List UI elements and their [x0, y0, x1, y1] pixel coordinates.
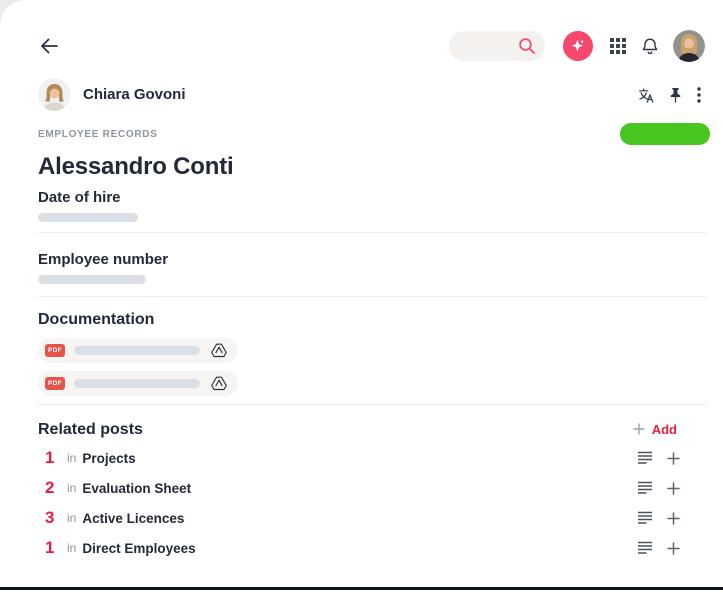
related-post-count: 1 — [45, 538, 55, 557]
back-button[interactable] — [38, 35, 60, 57]
field-value-placeholder[interactable] — [38, 213, 138, 222]
add-post-to-list-icon[interactable] — [667, 541, 680, 555]
top-bar — [38, 30, 723, 62]
pushpin-icon — [669, 87, 682, 103]
translate-icon — [638, 87, 654, 103]
pdf-badge: PDF — [45, 344, 65, 357]
related-posts-header: Related posts Add — [38, 420, 723, 438]
add-related-post-button[interactable]: Add — [633, 422, 677, 437]
plus-icon — [633, 423, 645, 435]
google-drive-icon — [211, 376, 227, 391]
bell-icon — [641, 37, 659, 56]
author-row: Chiara Govoni — [38, 78, 723, 111]
related-posts-list: 1 in Projects 2 in Evaluation Sheet — [38, 443, 723, 563]
search-input[interactable] — [449, 31, 545, 61]
field-label-date-of-hire: Date of hire — [38, 189, 121, 206]
related-post-preposition: in — [67, 481, 77, 495]
related-post-row[interactable]: 1 in Direct Employees — [38, 533, 723, 563]
document-attachment[interactable]: PDF — [38, 338, 238, 363]
translate-button[interactable] — [638, 87, 654, 103]
document-name-placeholder — [74, 379, 200, 388]
divider — [38, 232, 707, 233]
back-arrow-icon — [38, 35, 60, 57]
related-post-row[interactable]: 3 in Active Licences — [38, 503, 723, 533]
related-post-count: 3 — [45, 508, 55, 527]
related-post-name: Direct Employees — [82, 540, 196, 556]
author-avatar[interactable] — [38, 78, 71, 111]
grid-icon — [610, 38, 626, 54]
related-post-name: Active Licences — [82, 510, 185, 526]
related-post-preposition: in — [67, 451, 77, 465]
related-post-preposition: in — [67, 541, 77, 555]
document-name-placeholder — [74, 346, 200, 355]
assistant-button[interactable] — [563, 31, 593, 61]
related-post-name: Projects — [82, 450, 136, 466]
related-posts-heading: Related posts — [38, 420, 143, 438]
pin-button[interactable] — [669, 87, 682, 103]
pdf-badge: PDF — [45, 377, 65, 390]
page-title: Alessandro Conti — [38, 153, 234, 180]
related-post-row[interactable]: 2 in Evaluation Sheet — [38, 473, 723, 503]
breadcrumb-category: EMPLOYEE RECORDS — [38, 128, 158, 140]
related-post-preposition: in — [67, 511, 77, 525]
divider — [38, 404, 707, 405]
divider — [38, 296, 707, 297]
apps-grid-button[interactable] — [610, 38, 626, 54]
google-drive-icon — [211, 343, 227, 358]
related-post-count: 1 — [45, 448, 55, 467]
add-post-to-list-icon[interactable] — [667, 451, 680, 465]
related-post-name: Evaluation Sheet — [82, 480, 192, 496]
documentation-heading: Documentation — [38, 311, 155, 328]
more-options-button[interactable] — [697, 86, 701, 103]
related-post-count: 2 — [45, 478, 55, 497]
window-bottom-edge — [0, 587, 723, 590]
field-label-employee-number: Employee number — [38, 251, 169, 268]
publish-button[interactable] — [620, 123, 710, 145]
add-post-to-list-icon[interactable] — [667, 511, 680, 525]
notifications-button[interactable] — [641, 37, 659, 56]
add-post-to-list-icon[interactable] — [667, 481, 680, 495]
document-attachment[interactable]: PDF — [38, 371, 238, 396]
search-icon — [518, 37, 536, 55]
related-post-row[interactable]: 1 in Projects — [38, 443, 723, 473]
sparkle-icon — [570, 38, 586, 54]
user-avatar[interactable] — [673, 30, 705, 62]
field-value-placeholder[interactable] — [38, 275, 146, 284]
list-summary-icon[interactable] — [637, 541, 653, 555]
add-label: Add — [651, 421, 677, 437]
list-summary-icon[interactable] — [637, 451, 653, 465]
kebab-menu-icon — [697, 86, 701, 103]
list-summary-icon[interactable] — [637, 481, 653, 495]
list-summary-icon[interactable] — [637, 511, 653, 525]
author-name: Chiara Govoni — [83, 86, 186, 103]
category-row: EMPLOYEE RECORDS — [38, 123, 723, 145]
